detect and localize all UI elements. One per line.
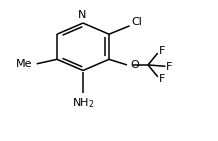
Text: F: F [166,62,172,72]
Text: Me: Me [16,59,32,69]
Text: F: F [159,46,165,56]
Text: Cl: Cl [132,17,143,27]
Text: NH$_2$: NH$_2$ [72,96,94,110]
Text: N: N [78,10,86,20]
Text: F: F [159,74,165,84]
Text: O: O [130,60,139,70]
